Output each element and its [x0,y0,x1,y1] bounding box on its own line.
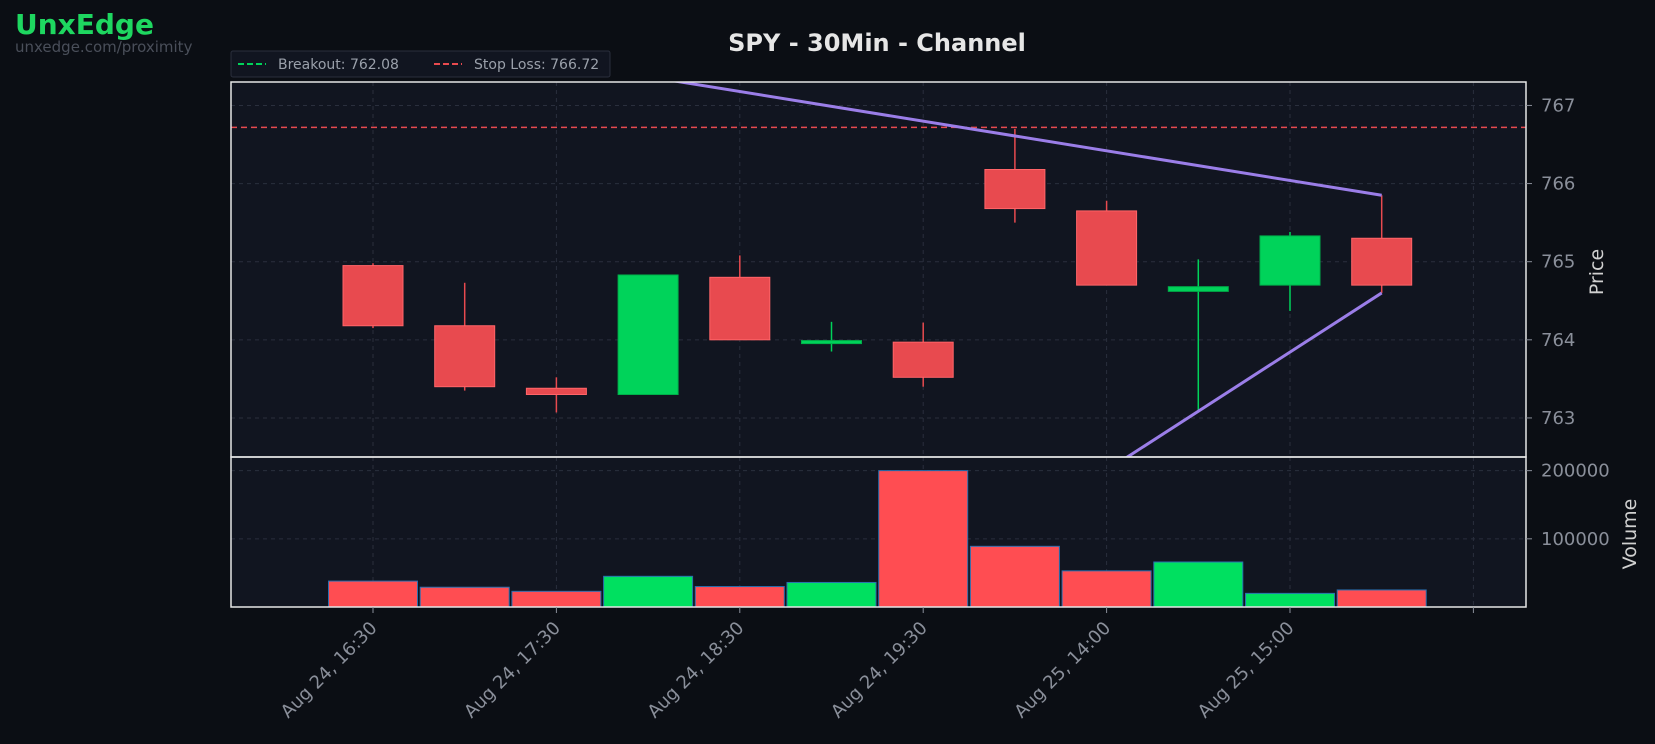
candle-body [1351,237,1413,286]
volume-bar [969,545,1060,608]
channel-lower-line [1124,291,1383,457]
volume-bar [878,470,969,608]
chart-title: SPY - 30Min - Channel [728,29,1026,57]
volume-tick-label: 100000 [1541,529,1610,550]
price-axis-label: Price [1586,249,1608,295]
channel-upper-line [671,82,1382,197]
volume-bar [511,590,602,608]
price-panel-bg [231,82,1526,457]
candle-body [342,265,404,327]
volume-axis-label: Volume [1619,499,1641,570]
volume-bar [1245,592,1335,608]
brand-logo: UnxEdge [15,8,154,41]
legend: Breakout: 762.08 Stop Loss: 766.72 [230,50,611,78]
candle-body [801,340,862,345]
volume-bar [1153,561,1244,608]
price-tick-label: 764 [1541,330,1575,351]
volume-bars [328,470,1427,608]
candle-body [1076,210,1138,286]
price-tick-label: 766 [1541,174,1575,195]
volume-bar [786,581,877,608]
x-tick-label: Aug 24, 16:30 [277,618,382,723]
volume-bar [1336,589,1427,608]
x-tick-label: Aug 25, 14:00 [1010,618,1115,723]
channel-lines [671,82,1383,457]
x-tick-label: Aug 24, 17:30 [460,618,565,723]
candle-body [984,169,1046,210]
volume-bar [603,575,694,608]
legend-box [230,50,611,78]
volume-tick-label: 200000 [1541,461,1610,482]
candle-body [617,274,679,395]
candle-body [892,341,954,378]
x-tick-label: Aug 24, 18:30 [644,618,749,723]
legend-label: Breakout: 762.08 [278,57,399,73]
volume-bar [419,586,510,608]
candles [342,128,1413,413]
candle-body [434,325,496,388]
price-tick-label: 765 [1541,252,1575,273]
volume-panel-border [230,456,1527,608]
price-tick-label: 767 [1541,95,1575,116]
volume-bar [1061,570,1152,608]
candle-body [1167,286,1229,292]
x-tick-label: Aug 24, 19:30 [827,618,932,723]
price-tick-label: 763 [1541,408,1575,429]
candle-body [525,387,587,395]
legend-label: Stop Loss: 766.72 [474,57,599,73]
x-tick-label: Aug 25, 15:00 [1194,618,1299,723]
volume-bar [694,586,785,608]
candle-body [709,276,771,341]
candle-body [1259,235,1321,286]
volume-bar [328,580,418,608]
brand-url: unxedge.com/proximity [15,38,193,56]
